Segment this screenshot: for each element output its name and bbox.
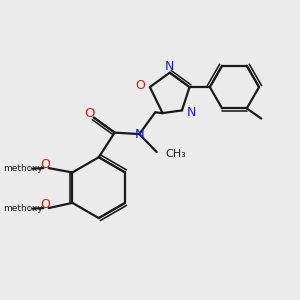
Text: N: N [187,106,196,119]
Text: N: N [134,128,144,141]
Text: O: O [84,107,95,120]
Text: N: N [164,60,174,73]
Text: CH₃: CH₃ [165,149,186,159]
Text: methoxy: methoxy [4,164,43,173]
Text: O: O [40,198,50,211]
Text: O: O [135,79,145,92]
Text: methoxy: methoxy [4,204,43,213]
Text: O: O [40,158,50,171]
